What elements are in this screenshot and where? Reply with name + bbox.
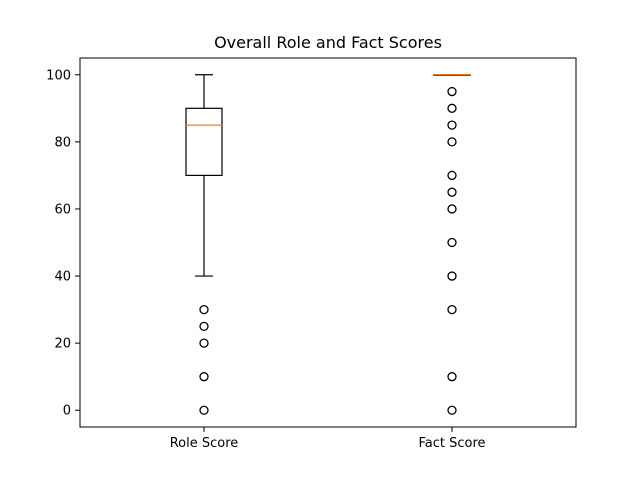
outlier-point	[447, 372, 457, 382]
x-tick-label: Role Score	[170, 436, 239, 451]
outlier-point	[447, 86, 457, 97]
y-tick-label: 40	[54, 270, 71, 285]
y-tick-label: 80	[54, 135, 71, 150]
iqr-box	[185, 107, 223, 177]
outlier-point	[199, 321, 209, 332]
box-group-role-score	[185, 74, 223, 415]
y-tick-label: 20	[54, 337, 71, 352]
outlier-point	[199, 304, 209, 315]
outlier-point	[447, 405, 457, 415]
outlier-point	[199, 372, 209, 382]
axes-frame	[79, 57, 577, 428]
outlier-point	[199, 338, 209, 348]
outlier-point	[447, 103, 457, 113]
outlier-point	[447, 170, 457, 181]
outlier-point	[447, 187, 457, 197]
x-axis: Role Score Fact Score	[170, 427, 486, 451]
outlier-point	[447, 137, 457, 147]
outlier-point	[199, 405, 209, 415]
outlier-point	[447, 204, 457, 214]
y-tick-label: 60	[54, 202, 71, 217]
y-axis: 0 20 40 60 80 100	[46, 68, 80, 419]
outlier-point	[447, 120, 457, 130]
y-tick-label: 100	[46, 68, 71, 83]
plot-area	[185, 74, 471, 415]
y-tick-label: 0	[63, 404, 71, 419]
outlier-point	[447, 271, 457, 281]
box-group-fact-score	[433, 74, 471, 415]
x-tick-label: Fact Score	[418, 436, 485, 451]
outlier-point	[447, 237, 457, 248]
chart-title: Overall Role and Fact Scores	[214, 33, 442, 52]
outlier-point	[447, 304, 457, 315]
